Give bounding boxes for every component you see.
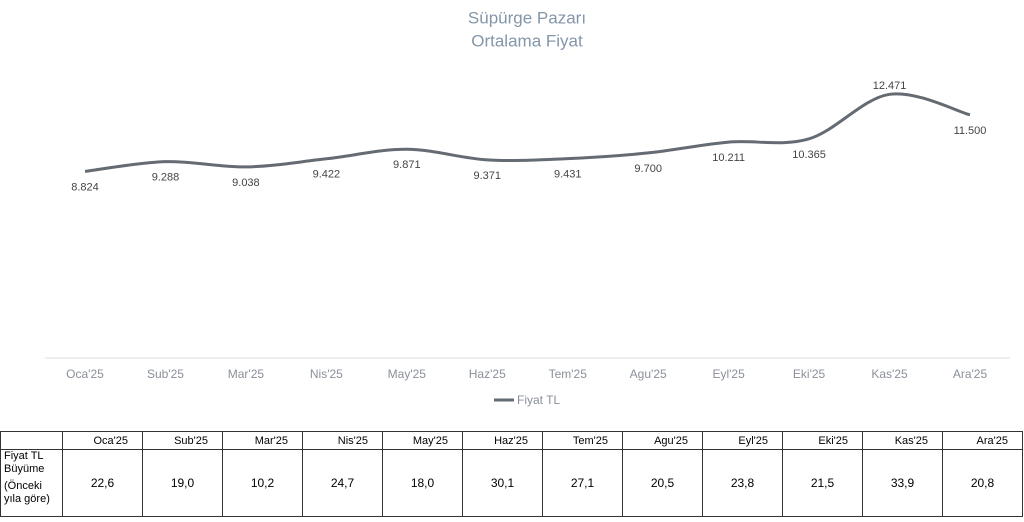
value-cell: 24,7 — [302, 449, 383, 517]
header-cell: Kas'25 — [862, 431, 943, 450]
header-cell: May'25 — [382, 431, 463, 450]
table-header: Oca'25 Sub'25 Mar'25 Nis'25 May'25 Haz'25 Tem'… — [0, 431, 1023, 450]
header-cell: Nis'25 — [302, 431, 383, 450]
header-cell: Mar'25 — [222, 431, 303, 450]
data-label: 9.700 — [634, 163, 662, 175]
data-label: 9.431 — [554, 169, 582, 181]
header-cell: Sub'25 — [142, 431, 223, 450]
header-cell: Oca'25 — [62, 431, 143, 450]
value-cell: 20,5 — [622, 449, 703, 517]
data-label: 10.211 — [712, 152, 745, 164]
value-cell: 19,0 — [142, 449, 223, 517]
x-tick-label: Tem'25 — [549, 367, 588, 381]
data-label: 9.422 — [313, 169, 341, 181]
chart-subtitle: Ortalama Fiyat — [471, 31, 583, 50]
data-label: 8.824 — [71, 181, 99, 193]
data-label: 11.500 — [954, 125, 987, 137]
value-cell: 27,1 — [542, 449, 623, 517]
data-label: 9.871 — [393, 159, 421, 171]
header-cell: Tem'25 — [542, 431, 623, 450]
row-label: Fiyat TL Büyüme (Önceki yıla göre) — [0, 449, 63, 517]
chart-title: Süpürge Pazarı — [468, 8, 586, 27]
x-tick-label: Kas'25 — [871, 367, 908, 381]
x-tick-label: May'25 — [388, 367, 427, 381]
data-label: 12.471 — [873, 80, 907, 92]
header-cell: Agu'25 — [622, 431, 703, 450]
data-label: 9.288 — [152, 172, 180, 184]
x-tick-label: Eki'25 — [793, 367, 826, 381]
corner-cell — [0, 431, 63, 450]
value-cell: 33,9 — [862, 449, 943, 517]
value-cell: 10,2 — [222, 449, 303, 517]
value-cell: 30,1 — [462, 449, 543, 517]
value-cell: 22,6 — [62, 449, 143, 517]
x-tick-label: Agu'25 — [630, 367, 667, 381]
series-line — [84, 92, 971, 173]
header-cell: Eyl'25 — [702, 431, 783, 450]
header-cell: Ara'25 — [942, 431, 1023, 450]
x-tick-label: Oca'25 — [66, 367, 104, 381]
chart: Süpürge Pazarı Ortalama Fiyat Oca'25 Sub'… — [45, 8, 1010, 407]
growth-table: Oca'25 Sub'25 Mar'25 Nis'25 May'25 Haz'25 Tem'… — [0, 431, 1023, 517]
x-tick-label: Mar'25 — [228, 367, 265, 381]
row-label-line: Fiyat TL Büyüme — [4, 450, 45, 475]
x-tick-label: Haz'25 — [469, 367, 506, 381]
data-label: 10.365 — [792, 149, 826, 161]
value-cell: 21,5 — [782, 449, 863, 517]
legend-label: Fiyat TL — [517, 393, 560, 407]
x-tick-label: Sub'25 — [147, 367, 184, 381]
data-label: 9.038 — [232, 177, 260, 189]
header-cell: Haz'25 — [462, 431, 543, 450]
value-cell: 20,8 — [942, 449, 1023, 517]
header-cell: Eki'25 — [782, 431, 863, 450]
value-cell: 23,8 — [702, 449, 783, 517]
x-tick-label: Eyl'25 — [712, 367, 745, 381]
row-label-line: (Önceki yıla göre) — [4, 480, 50, 505]
data-label: 9.371 — [474, 170, 502, 182]
x-tick-label: Ara'25 — [953, 367, 988, 381]
x-tick-label: Nis'25 — [310, 367, 343, 381]
value-cell: 18,0 — [382, 449, 463, 517]
table-row: Fiyat TL Büyüme (Önceki yıla göre) 22,6 19… — [0, 449, 1023, 517]
